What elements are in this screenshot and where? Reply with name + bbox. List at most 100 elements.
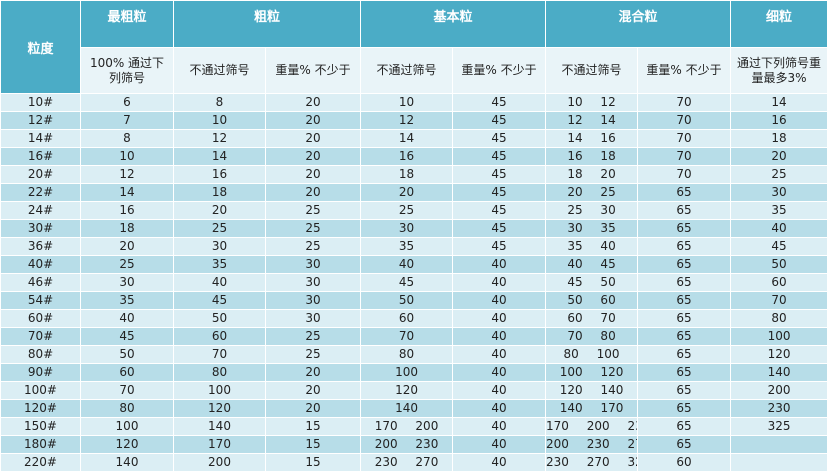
header-cell: 粒度 bbox=[0, 0, 81, 94]
value-cell: 16 bbox=[360, 147, 454, 166]
header-cell: 基本粒 bbox=[360, 0, 547, 48]
value-cell: 80 bbox=[173, 363, 266, 382]
table-row: 90# 60 80 20 100 40 100 120 65 140 bbox=[0, 363, 827, 382]
value-cell: 14 bbox=[173, 147, 266, 166]
grit-cell: 36# bbox=[0, 237, 81, 256]
value-cell: 25 bbox=[730, 165, 827, 184]
value-cell: 15 bbox=[264, 435, 362, 454]
value-cell: 40 bbox=[452, 291, 547, 310]
value-cell: 65 bbox=[637, 345, 732, 364]
subheader-text: 重量% 不少于 bbox=[646, 63, 722, 77]
value-cell: 40 bbox=[452, 273, 547, 292]
value-cell: 200 bbox=[173, 453, 266, 472]
value-cell: 65 bbox=[637, 183, 732, 202]
grit-cell: 120# bbox=[0, 399, 81, 418]
value-cell: 18 20 bbox=[545, 165, 639, 184]
value-cell: 35 bbox=[173, 255, 266, 274]
value-cell: 25 bbox=[264, 201, 362, 220]
grit-cell: 100# bbox=[0, 381, 81, 400]
empty-cell bbox=[730, 453, 827, 472]
value-cell: 100 120 bbox=[545, 363, 639, 382]
value-cell: 35 bbox=[80, 291, 174, 310]
value-cell: 20 bbox=[264, 111, 362, 130]
value-cell: 120 140 bbox=[545, 381, 639, 400]
table-row: 60# 40 50 30 60 40 60 70 65 80 bbox=[0, 309, 827, 328]
value-cell: 45 bbox=[360, 273, 454, 292]
table-row: 54# 35 45 30 50 40 50 60 65 70 bbox=[0, 291, 827, 310]
value-cell: 16 bbox=[80, 201, 174, 220]
value-cell: 65 bbox=[637, 363, 732, 382]
subheader-text: 重量% 不少于 bbox=[461, 63, 537, 77]
table-row: 12# 7 10 20 12 45 12 14 70 16 bbox=[0, 111, 827, 130]
value-cell: 80 bbox=[360, 345, 454, 364]
value-cell: 325 bbox=[730, 417, 827, 436]
subheader-cell: 重量% 不少于 bbox=[637, 47, 732, 94]
value-cell: 45 bbox=[452, 111, 547, 130]
value-cell: 30 bbox=[264, 309, 362, 328]
value-cell: 14 bbox=[80, 183, 174, 202]
table-row: 20# 12 16 20 18 45 18 20 70 25 bbox=[0, 165, 827, 184]
value-cell: 20 bbox=[360, 183, 454, 202]
value-cell: 30 bbox=[360, 219, 454, 238]
grit-cell: 80# bbox=[0, 345, 81, 364]
value-cell: 25 bbox=[80, 255, 174, 274]
value-cell: 40 bbox=[452, 309, 547, 328]
value-cell: 50 bbox=[360, 291, 454, 310]
grit-cell: 150# bbox=[0, 417, 81, 436]
subheader-cell: 不通过筛号 bbox=[173, 47, 266, 94]
value-cell: 18 bbox=[80, 219, 174, 238]
value-cell: 30 bbox=[80, 273, 174, 292]
value-cell: 45 50 bbox=[545, 273, 639, 292]
subheader-text: 不通过筛号 bbox=[561, 63, 622, 77]
value-cell: 40 bbox=[452, 345, 547, 364]
value-cell: 30 bbox=[173, 237, 266, 256]
value-cell: 230 270 bbox=[360, 453, 454, 472]
grit-cell: 22# bbox=[0, 183, 81, 202]
value-cell: 65 bbox=[637, 327, 732, 346]
value-cell: 20 bbox=[264, 363, 362, 382]
value-cell: 30 bbox=[730, 183, 827, 202]
grit-cell: 30# bbox=[0, 219, 81, 238]
table-row: 120# 80 120 20 140 40 140 170 65 230 bbox=[0, 399, 827, 418]
value-cell: 12 bbox=[173, 129, 266, 148]
value-cell: 65 bbox=[637, 255, 732, 274]
value-cell: 12 bbox=[80, 165, 174, 184]
value-cell: 16 bbox=[730, 111, 827, 130]
value-cell: 40 bbox=[80, 309, 174, 328]
value-cell: 6 bbox=[80, 93, 174, 112]
value-cell: 30 35 bbox=[545, 219, 639, 238]
grit-cell: 14# bbox=[0, 129, 81, 148]
value-cell: 80 bbox=[730, 309, 827, 328]
table-row: 16# 10 14 20 16 45 16 18 70 20 bbox=[0, 147, 827, 166]
value-cell: 45 bbox=[730, 237, 827, 256]
value-cell: 20 bbox=[264, 399, 362, 418]
table-row: 80# 50 70 25 80 40 80 100 65 120 bbox=[0, 345, 827, 364]
header-cell: 细粒 bbox=[730, 0, 827, 48]
grit-cell: 90# bbox=[0, 363, 81, 382]
table-row: 36# 20 30 25 35 45 35 40 65 45 bbox=[0, 237, 827, 256]
value-cell: 16 bbox=[173, 165, 266, 184]
value-cell: 45 bbox=[452, 237, 547, 256]
value-cell: 18 bbox=[360, 165, 454, 184]
value-cell: 80 bbox=[80, 399, 174, 418]
value-cell: 35 bbox=[730, 201, 827, 220]
value-cell: 20 bbox=[264, 93, 362, 112]
value-cell: 60 70 bbox=[545, 309, 639, 328]
value-cell: 20 bbox=[264, 381, 362, 400]
table-row: 100# 70 100 20 120 40 120 140 65 200 bbox=[0, 381, 827, 400]
grit-cell: 40# bbox=[0, 255, 81, 274]
table-row: 46# 30 40 30 45 40 45 50 65 60 bbox=[0, 273, 827, 292]
table-row: 40# 25 35 30 40 40 40 45 65 50 bbox=[0, 255, 827, 274]
value-cell: 14 bbox=[360, 129, 454, 148]
grit-cell: 10# bbox=[0, 93, 81, 112]
value-cell: 45 bbox=[452, 93, 547, 112]
value-cell: 60 bbox=[80, 363, 174, 382]
grit-cell: 16# bbox=[0, 147, 81, 166]
value-cell: 120 bbox=[173, 399, 266, 418]
header-cell: 混合粒 bbox=[545, 0, 732, 48]
subheader-text: 不通过筛号 bbox=[189, 63, 250, 77]
